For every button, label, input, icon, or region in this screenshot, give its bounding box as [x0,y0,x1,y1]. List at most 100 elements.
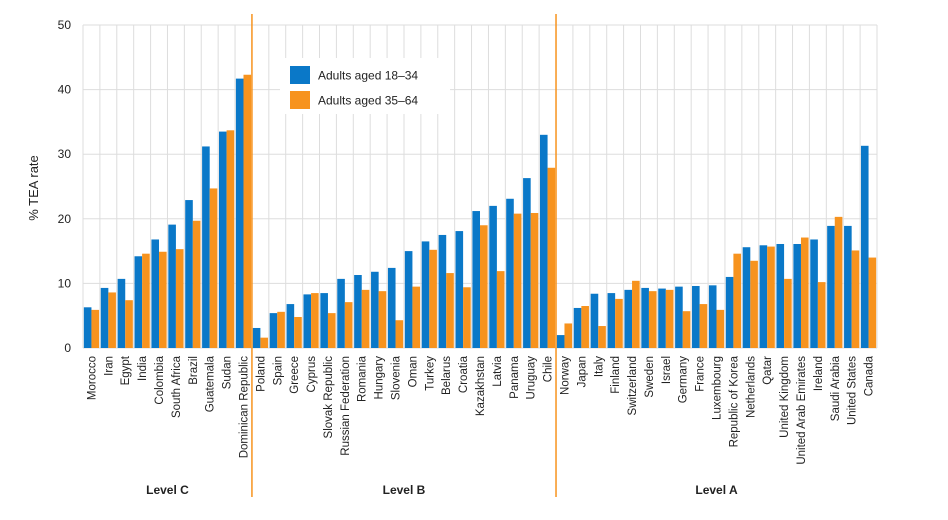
bar-18-34 [793,243,801,348]
legend-label-18-34: Adults aged 18–34 [318,69,418,83]
bar-18-34 [759,245,768,348]
bar-18-34 [337,278,345,348]
bar-18-34 [117,278,126,348]
bar-35-64 [716,309,725,348]
bar-35-64 [868,257,877,348]
bar-35-64 [209,188,218,348]
bar-18-34 [202,146,210,348]
bar-35-64 [496,271,505,348]
bar-18-34 [168,224,176,348]
y-axis-ticks: 0 10 20 30 40 50 [58,18,72,355]
bar-35-64 [91,309,100,348]
bar-35-64 [311,293,319,348]
bar-35-64 [344,302,353,348]
bar-35-64 [192,220,201,348]
bar-35-64 [513,213,522,348]
x-tick-label: Kazakhstan [475,356,487,416]
x-tick-label: Israel [661,356,673,384]
bar-18-34 [708,285,717,348]
bar-18-34 [489,205,497,348]
bar-18-34 [590,293,599,348]
bar-18-34 [523,178,531,348]
bar-35-64 [817,282,826,348]
x-tick-label: Ireland [813,356,825,391]
group-label: Level B [383,483,426,497]
x-tick-label: Hungary [374,356,386,400]
x-tick-label: Norway [559,356,571,395]
x-tick-label: Dominican Republic [238,356,250,459]
bar-18-34 [742,247,751,348]
bar-35-64 [277,311,285,348]
bar-35-64 [547,167,556,348]
group-label: Level A [695,483,738,497]
x-tick-label: South Africa [171,355,183,418]
bar-35-64 [665,289,674,348]
bar-35-64 [767,246,775,348]
bar-35-64 [682,311,691,348]
x-tick-label: Oman [407,356,419,387]
x-tick-label: Italy [593,356,605,377]
bar-18-34 [692,285,700,348]
bar-35-64 [226,130,235,348]
bar-18-34 [185,200,193,348]
x-tick-label: Belarus [441,356,453,395]
bar-35-64 [412,286,421,348]
x-tick-label: Qatar [762,356,774,385]
x-tick-label: Panama [509,355,521,398]
y-tick-label: 0 [64,341,71,355]
legend: Adults aged 18–34 Adults aged 35–64 [280,58,450,114]
bar-18-34 [134,256,143,348]
bar-18-34 [235,78,244,349]
legend-swatch-35-64 [290,91,310,109]
bar-35-64 [327,313,336,348]
bar-18-34 [472,211,480,348]
x-tick-label: Brazil [188,356,200,385]
bar-35-64 [530,212,539,348]
x-tick-label: India [137,355,149,381]
bar-35-64 [784,278,792,348]
x-tick-label: United States [847,356,859,425]
bar-18-34 [860,145,869,348]
bar-35-64 [175,249,184,348]
bar-35-64 [463,287,471,348]
y-tick-label: 40 [58,83,72,97]
x-tick-label: Turkey [424,356,436,391]
bar-35-64 [581,306,589,348]
bar-18-34 [556,335,565,348]
bar-18-34 [354,275,362,348]
x-tick-label: Latvia [492,355,504,386]
bar-18-34 [218,131,227,348]
x-axis-labels: Morocco Iran Egypt India Colombia South Afric… [86,355,875,464]
bar-35-64 [294,316,302,348]
bar-35-64 [615,298,623,348]
bar-35-64 [446,273,454,348]
y-axis-label: % TEA rate [26,155,41,221]
bar-35-64 [395,320,404,348]
x-tick-label: Slovenia [391,355,403,400]
bar-18-34 [252,327,261,348]
bar-18-34 [506,198,514,348]
bar-35-64 [851,250,860,348]
x-tick-label: Guatemala [205,355,217,412]
bar-35-64 [142,253,150,348]
x-tick-label: Netherlands [745,356,757,418]
bar-35-64 [834,216,843,348]
bar-35-64 [800,237,809,348]
group-label: Level C [146,483,189,497]
x-tick-label: Luxembourg [712,356,724,420]
bar-18-34 [421,241,430,348]
group-labels: Level C Level B Level A [146,483,738,497]
bar-35-64 [632,280,640,348]
x-tick-label: United Arab Emirates [796,356,808,465]
x-tick-label: Cyprus [306,356,318,393]
x-tick-label: Uruguay [526,356,538,400]
bar-18-34 [725,276,734,348]
bar-18-34 [844,225,852,348]
bar-35-64 [699,304,708,348]
bar-18-34 [371,271,379,348]
bar-35-64 [598,326,606,348]
bar-18-34 [573,307,582,348]
x-tick-label: Egypt [120,355,132,385]
x-tick-label: Iran [103,356,115,376]
